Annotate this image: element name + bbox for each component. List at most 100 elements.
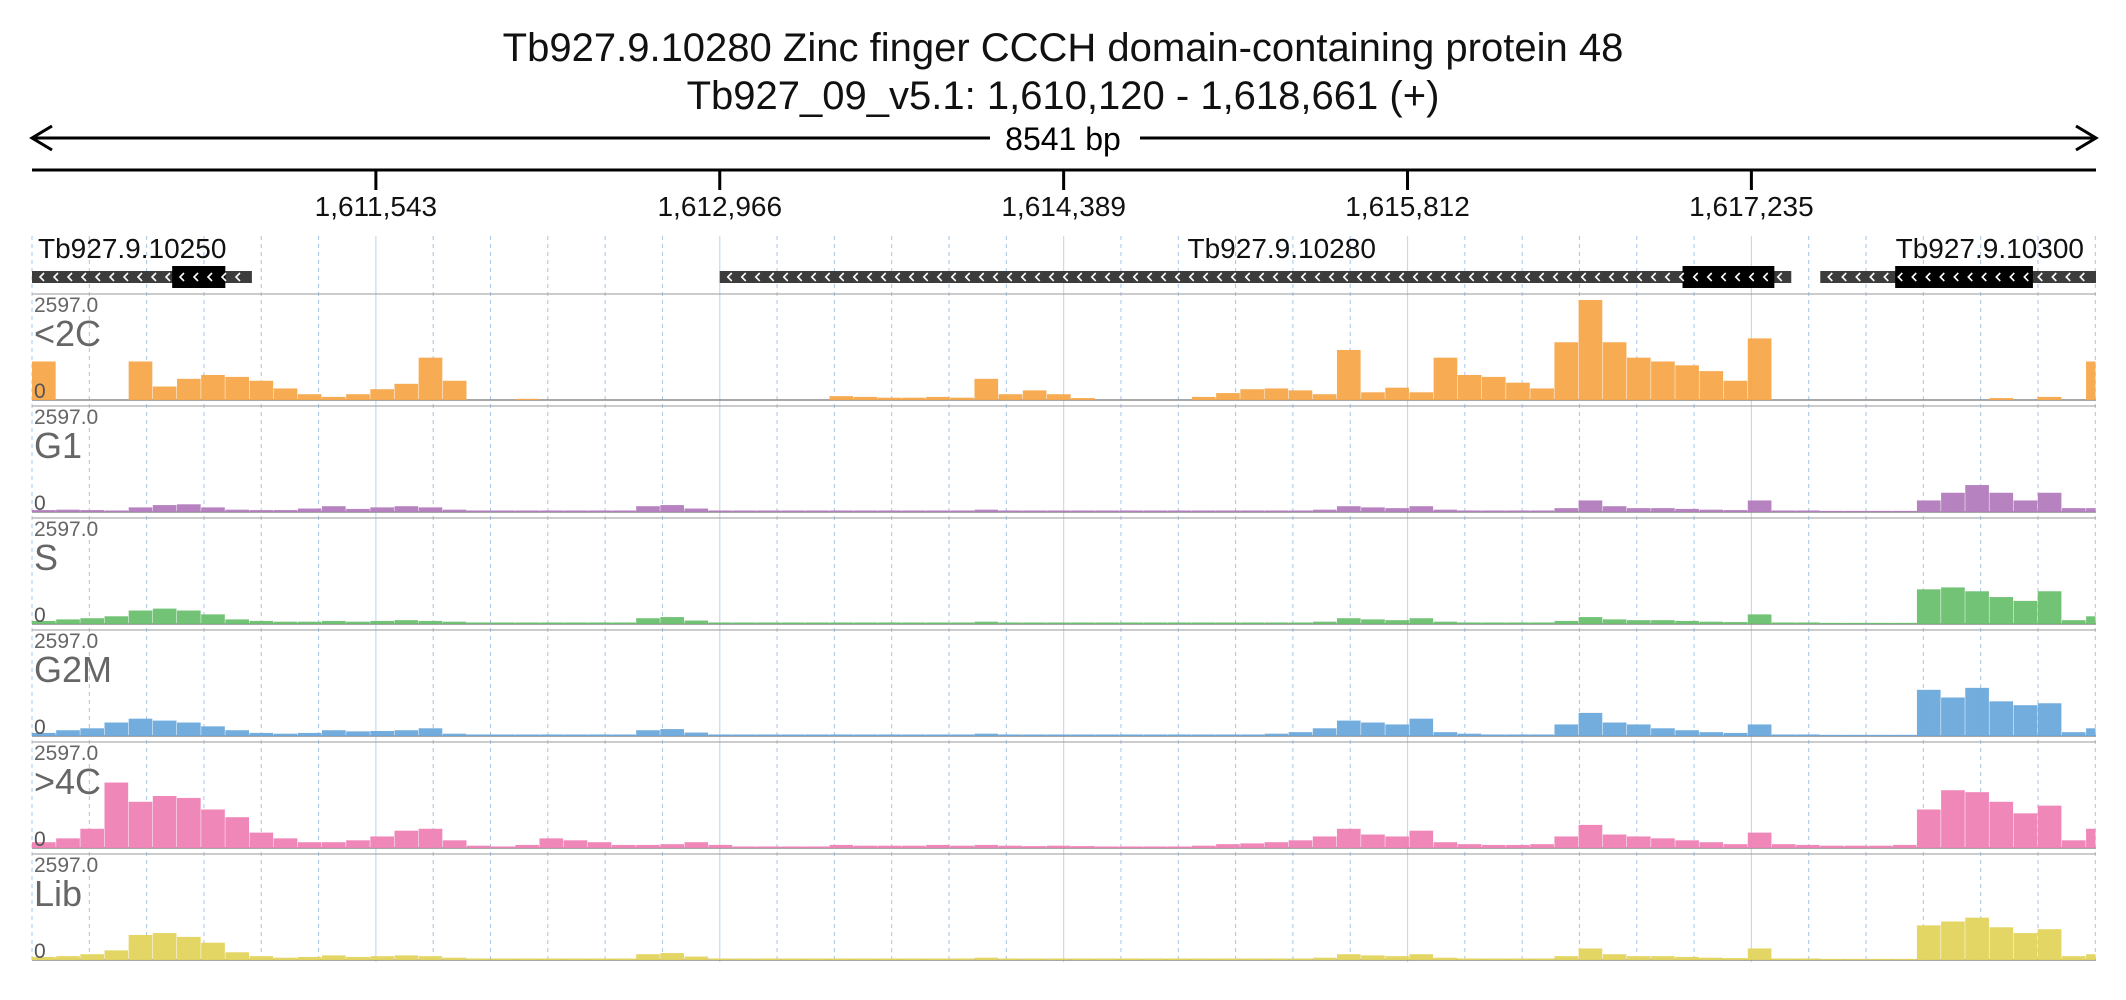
coverage-bar: [466, 510, 491, 512]
track-name-label: Lib: [34, 873, 82, 914]
coverage-bar: [1626, 724, 1651, 736]
coverage-bar: [1844, 510, 1869, 512]
coverage-bar: [1046, 394, 1071, 400]
coverage-bar: [1409, 718, 1434, 736]
coverage-bar: [974, 957, 999, 960]
coverage-bar: [152, 608, 177, 624]
coverage-bar: [660, 505, 684, 512]
track-S-group: 2597.0 0 S: [32, 517, 2096, 627]
coverage-bar: [950, 958, 974, 960]
coverage-bar: [346, 508, 370, 512]
coverage-bar: [1143, 622, 1168, 624]
coverage-bar: [2086, 361, 2096, 400]
coverage-bar: [491, 622, 515, 624]
coverage-bar: [708, 958, 733, 960]
coverage-bar: [1796, 510, 1820, 512]
coverage-bar: [1554, 836, 1579, 848]
coverage-bar: [636, 730, 660, 736]
coverage-bar: [1941, 587, 1965, 624]
coverage-bar: [1578, 712, 1603, 736]
coverage-bar: [1095, 510, 1119, 512]
coverage-bar: [1385, 956, 1409, 960]
track-name-label: S: [34, 537, 58, 578]
coverage-bar: [998, 394, 1023, 400]
strand-chevron-icon: [824, 272, 831, 282]
strand-chevron-icon: [1748, 272, 1755, 282]
strand-chevron-icon: [1118, 272, 1125, 282]
coverage-bar: [1071, 734, 1095, 736]
coverage-bar: [1530, 958, 1554, 960]
coverage-bar: [1071, 622, 1095, 624]
coverage-bar: [1385, 836, 1409, 848]
coverage-bar: [1675, 840, 1699, 848]
coverage-bar: [370, 389, 394, 400]
coverage-bar: [1119, 622, 1144, 624]
coverage-bar: [563, 958, 588, 960]
coverage-bar: [732, 510, 757, 512]
strand-chevron-icon: [1510, 272, 1517, 282]
coverage-bar: [1796, 734, 1820, 736]
track-2C-group: 2597.0 0 <2C: [32, 293, 2096, 403]
coverage-bar: [1965, 591, 1989, 624]
strand-chevron-icon: [1524, 272, 1531, 282]
coverage-bar: [1771, 734, 1796, 736]
strand-chevron-icon: [1132, 272, 1139, 282]
coverage-bar: [104, 510, 129, 512]
y-max-label: 2597.0: [34, 630, 98, 653]
coverage-bar: [1844, 734, 1869, 736]
coverage-bar: [2086, 508, 2096, 512]
strand-chevron-icon: [1202, 272, 1209, 282]
coverage-bar: [201, 809, 225, 848]
coverage-bar: [225, 952, 249, 960]
coverage-bar: [176, 722, 201, 736]
coverage-bar: [1191, 845, 1216, 848]
coverage-bar: [1361, 619, 1385, 624]
coverage-bar: [1264, 622, 1289, 624]
coverage-bar: [1626, 836, 1651, 848]
coverage-bar: [877, 958, 902, 960]
coverage-bar: [176, 610, 201, 624]
coverage-bar: [853, 734, 878, 736]
coverage-bar: [611, 844, 636, 848]
coverage-bar: [684, 508, 709, 512]
coverage-bar: [2037, 591, 2062, 624]
coverage-bar: [539, 958, 564, 960]
coverage-bar: [660, 729, 684, 736]
coverage-bar: [1288, 732, 1313, 736]
coverage-bar: [805, 958, 829, 960]
coverage-bar: [2037, 703, 2062, 736]
coverage-bar: [321, 955, 346, 960]
coverage-bar: [80, 510, 104, 512]
coverage-bar: [394, 955, 419, 960]
coverage-bar: [1385, 387, 1409, 400]
coverage-bar: [201, 507, 225, 512]
coverage-bar: [1336, 720, 1361, 736]
coverage-bar: [853, 510, 878, 512]
gene-label: Tb927.9.10300: [1896, 233, 2084, 264]
coverage-bar: [1796, 958, 1820, 960]
coverage-bar: [249, 732, 274, 736]
strand-chevron-icon: [1855, 272, 1861, 282]
coverage-bar: [1626, 620, 1651, 624]
coverage-bar: [877, 622, 902, 624]
coverage-bar: [1071, 846, 1095, 848]
coverage-bar: [1191, 396, 1216, 400]
coverage-bar: [1941, 790, 1965, 848]
coverage-bar: [1167, 734, 1192, 736]
coverage-bar: [1433, 732, 1458, 736]
coverage-bar: [346, 394, 370, 400]
coverage-bar: [660, 617, 684, 624]
track-name-label: G1: [34, 425, 82, 466]
strand-chevron-icon: [1636, 272, 1643, 282]
coverage-bar: [2037, 396, 2062, 400]
coverage-bar: [466, 734, 491, 736]
x-tick-label: 1,612,966: [657, 191, 782, 222]
coverage-bar: [563, 510, 588, 512]
coverage-bar: [176, 504, 201, 512]
coverage-bar: [926, 844, 950, 848]
coverage-bar: [611, 734, 636, 736]
strand-chevron-icon: [1622, 272, 1629, 282]
coverage-bar: [1022, 846, 1047, 848]
coverage-bar: [1675, 508, 1699, 512]
coverage-bar: [249, 956, 274, 960]
